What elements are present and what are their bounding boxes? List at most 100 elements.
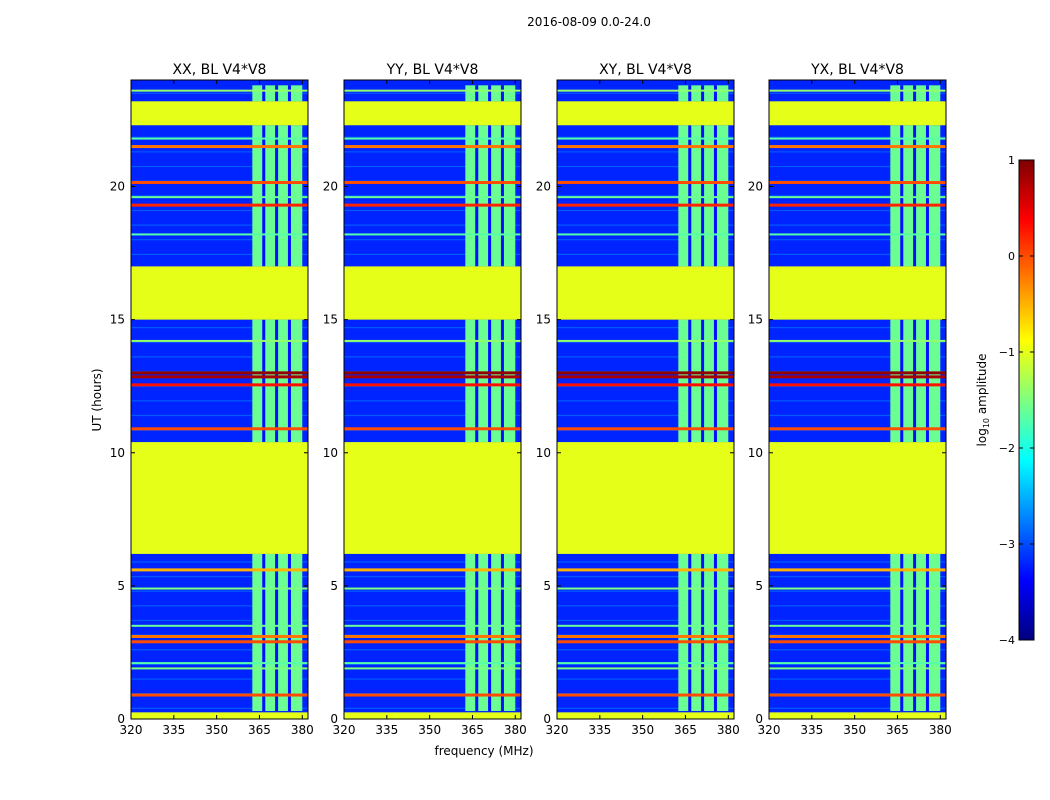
rfi-line <box>344 667 521 670</box>
noise-stripe <box>557 575 734 578</box>
y-tick-label: 5 <box>755 579 763 593</box>
rfi-line <box>557 339 734 342</box>
colorbar-label-base: log <box>975 428 989 446</box>
noise-stripe <box>344 151 521 153</box>
noise-stripe <box>344 224 521 226</box>
noise-stripe <box>769 707 946 709</box>
x-tick-label: 350 <box>843 723 866 737</box>
x-tick-label: 335 <box>800 723 823 737</box>
rfi-line <box>557 568 734 572</box>
noise-stripe <box>557 151 734 153</box>
panel-frame <box>130 79 309 720</box>
rfi-line <box>131 89 308 92</box>
channel-gap <box>475 553 479 712</box>
rfi-line <box>131 634 308 638</box>
flagged-region <box>344 712 521 719</box>
x-tick-label: 380 <box>717 723 740 737</box>
rfi-line <box>344 196 521 199</box>
x-tick-label: 365 <box>886 723 909 737</box>
channel-gap <box>900 125 904 267</box>
rfi-line <box>769 371 946 375</box>
noise-stripe <box>344 341 521 343</box>
rfi-line <box>131 196 308 199</box>
panel-frame <box>556 79 735 720</box>
rfi-line <box>344 587 521 590</box>
channel-gap <box>287 125 291 267</box>
y-tick-label: 20 <box>110 180 125 194</box>
rfi-line <box>131 181 308 185</box>
channel-gap <box>475 125 479 267</box>
rfi-line <box>344 371 521 375</box>
noise-stripe <box>769 605 946 607</box>
noise-stripe <box>557 707 734 709</box>
y-axis-label: UT (hours) <box>90 368 104 431</box>
noise-stripe <box>344 253 521 255</box>
noise-stripe <box>769 414 946 417</box>
y-tick-label: 15 <box>323 313 338 327</box>
panel-frame <box>343 79 522 720</box>
channel-gap <box>713 319 717 443</box>
noise-stripe <box>131 590 308 592</box>
x-tick-label: 350 <box>205 723 228 737</box>
rfi-line <box>557 427 734 431</box>
noise-stripe <box>131 605 308 607</box>
colorbar-label-sub: 10 <box>982 418 991 428</box>
y-tick-label: 0 <box>543 712 551 726</box>
colorbar-label: log10 amplitude <box>975 354 991 447</box>
panel-frame <box>768 79 947 720</box>
x-tick-label: 380 <box>504 723 527 737</box>
colorbar-tick-label: −2 <box>999 442 1015 455</box>
channel-gap <box>701 319 705 443</box>
flagged-region <box>344 101 521 126</box>
channel-gap <box>262 85 266 102</box>
y-tick-label: 15 <box>748 313 763 327</box>
rfi-line <box>131 203 308 207</box>
x-tick-label: 320 <box>120 723 143 737</box>
channel-gap <box>688 553 692 712</box>
noise-stripe <box>344 136 521 138</box>
panel: YX, BL V4*V8 320 335 350 365 380 0 5 10 15 20 <box>748 62 952 737</box>
noise-stripe <box>131 136 308 138</box>
flagged-region <box>557 101 734 126</box>
channel-gap <box>701 553 705 712</box>
channel-gap <box>900 319 904 443</box>
channel-gap <box>925 85 929 102</box>
rfi-line <box>769 145 946 149</box>
noise-stripe <box>344 575 521 578</box>
y-tick-label: 10 <box>110 446 125 460</box>
x-tick-label: 335 <box>375 723 398 737</box>
noise-stripe <box>557 224 734 226</box>
rfi-line <box>131 640 308 644</box>
channel-gap <box>713 553 717 712</box>
x-axis-label: frequency (MHz) <box>434 744 533 758</box>
x-tick-label: 320 <box>758 723 781 737</box>
noise-stripe <box>344 561 521 563</box>
flagged-region <box>131 266 308 320</box>
channel-gap <box>287 553 291 712</box>
noise-stripe <box>131 92 308 94</box>
y-tick-label: 20 <box>748 180 763 194</box>
channel-gap <box>275 319 279 443</box>
colorbar-gradient <box>1018 159 1035 641</box>
panel-heatmap <box>344 80 521 719</box>
panel-heatmap <box>557 80 734 719</box>
noise-stripe <box>344 590 521 592</box>
panel-title: YX, BL V4*V8 <box>810 62 904 78</box>
noise-stripe <box>344 663 521 666</box>
noise-stripe <box>557 327 734 329</box>
rfi-line <box>557 693 734 697</box>
rfi-line <box>557 634 734 638</box>
noise-stripe <box>344 649 521 651</box>
rfi-line <box>769 662 946 665</box>
rfi-line <box>769 587 946 590</box>
channel-gap <box>275 125 279 267</box>
flagged-region <box>557 712 734 719</box>
noise-stripe <box>344 165 521 168</box>
colorbar-label-rest: amplitude <box>975 354 989 418</box>
flagged-region <box>769 712 946 719</box>
rfi-line <box>769 640 946 644</box>
rfi-line <box>769 375 946 379</box>
rfi-line <box>769 203 946 207</box>
noise-stripe <box>769 239 946 241</box>
channel-gap <box>900 85 904 102</box>
